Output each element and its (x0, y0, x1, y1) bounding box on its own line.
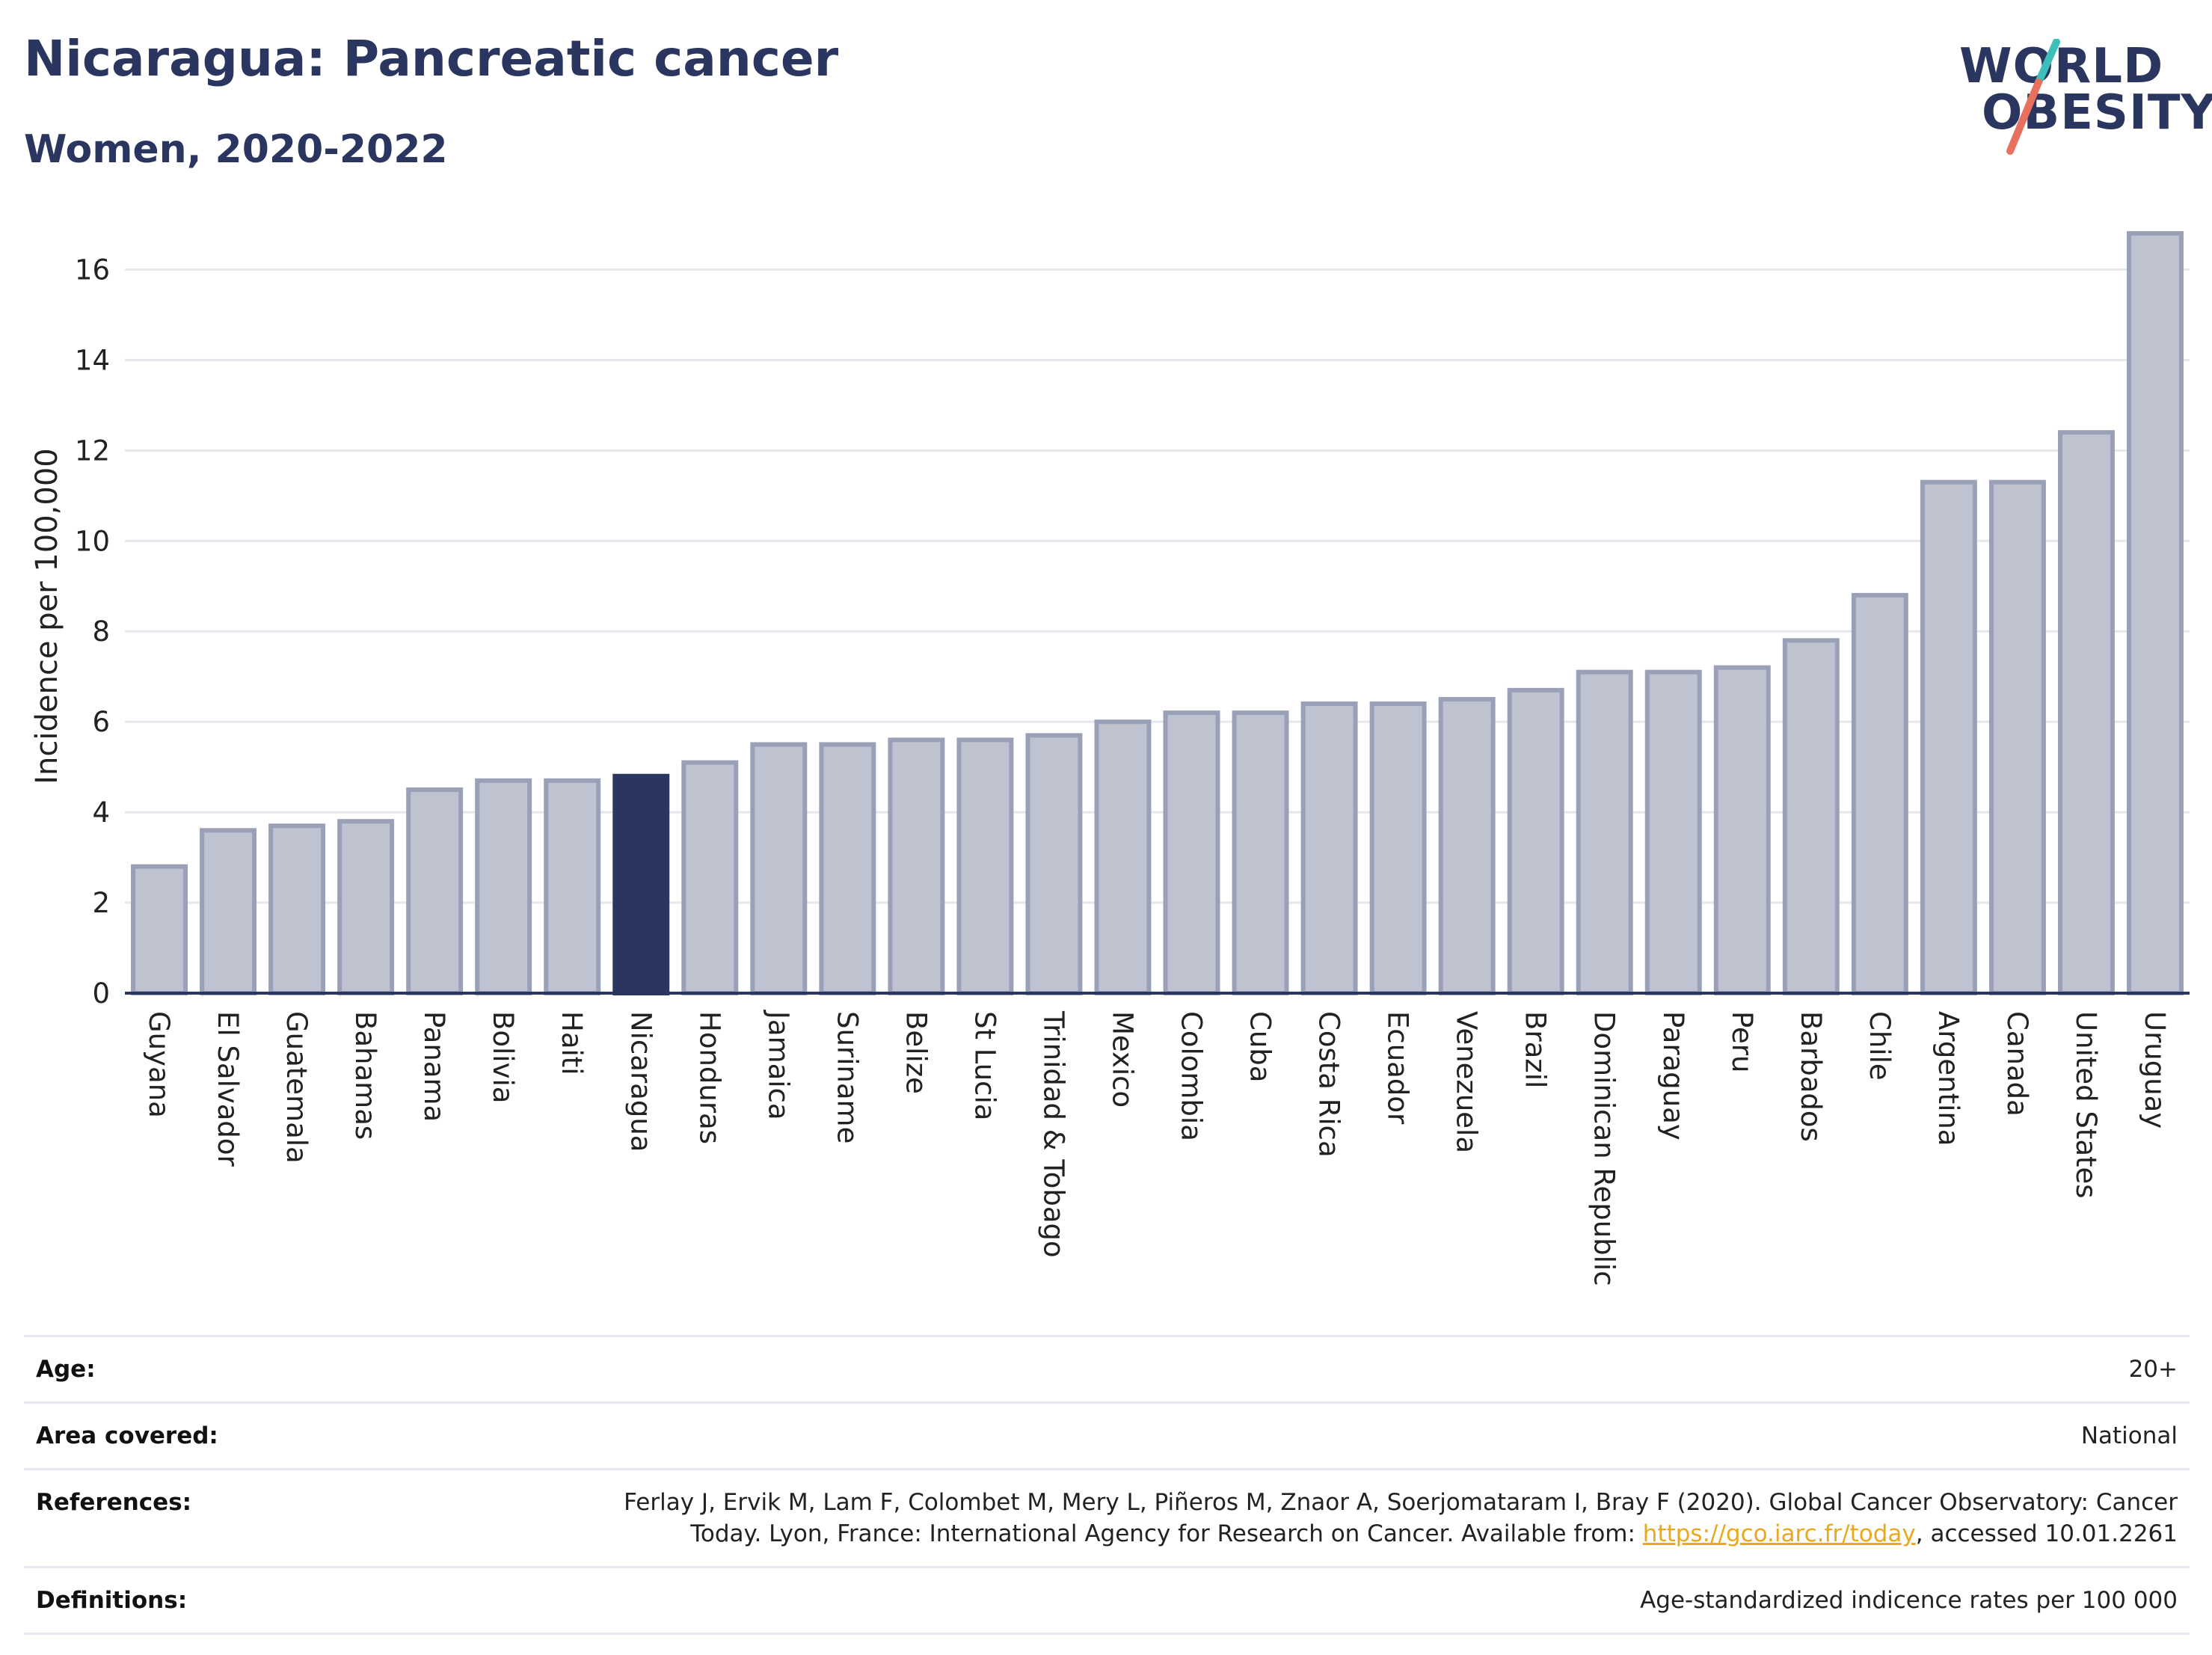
x-tick-label: Canada (2001, 1011, 2033, 1117)
y-tick-label: 8 (92, 615, 110, 648)
y-tick-label: 14 (75, 344, 110, 376)
x-tick-label: Venezuela (1451, 1011, 1483, 1153)
y-tick-label: 0 (92, 977, 110, 1010)
x-tick-label: Peru (1726, 1011, 1758, 1072)
bar (406, 787, 464, 995)
y-tick-label: 16 (75, 254, 110, 286)
bar (1920, 479, 1977, 995)
chart-title: Nicaragua: Pancreatic cancer (24, 30, 839, 87)
x-tick-label: Honduras (693, 1011, 725, 1144)
bar (1576, 669, 1633, 995)
bar (268, 823, 326, 995)
x-tick-label: Bahamas (349, 1011, 381, 1140)
meta-value-references: Ferlay J, Ervik M, Lam F, Colombet M, Me… (36, 1487, 2178, 1550)
x-tick-label: Guyana (143, 1011, 175, 1118)
x-tick-label: Guatemala (280, 1011, 313, 1164)
x-tick-label: Argentina (1932, 1011, 1964, 1146)
bar-chart: 0 2 4 6 8 10 12 14 16 Incidence per 100,000 Guyana… (30, 231, 2190, 1286)
meta-row-references: References: Ferlay J, Ervik M, Lam F, Co… (24, 1468, 2190, 1566)
meta-value-definitions: Age-standardized indicence rates per 100… (1640, 1587, 2178, 1614)
bar (131, 864, 188, 996)
meta-value-age: 20+ (2128, 1356, 2178, 1383)
x-tick-label: Costa Rica (1313, 1011, 1345, 1158)
world-obesity-logo: WORLD OBESITY (1952, 39, 2212, 159)
bar (1644, 669, 1702, 995)
x-tick-label: Dominican Republic (1588, 1011, 1620, 1286)
bar (1094, 719, 1152, 995)
meta-value-area: National (2080, 1422, 2178, 1449)
bar (1163, 710, 1220, 995)
meta-row-definitions: Definitions: Age-standardized indicence … (24, 1566, 2190, 1635)
bar (1988, 479, 2046, 995)
bar (1438, 696, 1496, 995)
x-tick-label: St Lucia (968, 1011, 1001, 1120)
bar (888, 737, 945, 995)
bar (337, 819, 395, 996)
x-tick-label: Cuba (1244, 1011, 1276, 1082)
x-tick-label: Chile (1864, 1011, 1896, 1081)
meta-row-area: Area covered: National (24, 1401, 2190, 1468)
reference-text: Ferlay J, Ervik M, Lam F, Colombet M, Me… (624, 1489, 2178, 1547)
x-tick-label: United States (2070, 1011, 2102, 1199)
meta-label-references: References: (36, 1489, 192, 1516)
bar (1782, 638, 1840, 995)
bar (1851, 592, 1908, 995)
bar (200, 828, 257, 996)
meta-label-area: Area covered: (36, 1422, 218, 1449)
bar (1713, 665, 1771, 995)
meta-label-age: Age: (36, 1356, 96, 1383)
x-tick-label: Trinidad & Tobago (1037, 1010, 1069, 1258)
y-tick-label: 10 (75, 525, 110, 557)
x-tick-label: El Salvador (212, 1011, 244, 1167)
meta-label-definitions: Definitions: (36, 1587, 188, 1614)
y-tick-label: 12 (75, 435, 110, 467)
bar (544, 778, 601, 995)
x-tick-label: Belize (900, 1011, 932, 1094)
bar (475, 778, 532, 995)
x-tick-label: Mexico (1106, 1011, 1138, 1108)
bar (819, 742, 876, 995)
x-tick-label: Bolivia (487, 1011, 519, 1103)
logo-word-1: WORLD (1959, 39, 2164, 94)
bar (2057, 430, 2115, 995)
bar (2127, 231, 2184, 995)
y-tick-label: 2 (92, 887, 110, 919)
chart-subtitle: Women, 2020-2022 (24, 127, 448, 172)
x-tick-label: Suriname (831, 1011, 863, 1143)
y-tick-label: 4 (92, 796, 110, 829)
metadata-table: Age: 20+ Area covered: National Referenc… (24, 1335, 2190, 1635)
bar (750, 742, 808, 995)
bar (1507, 687, 1564, 995)
reference-accessed: , accessed 10.01.2261 (1915, 1520, 2178, 1547)
bar (1369, 701, 1427, 995)
reference-link[interactable]: https://gco.iarc.fr/today (1642, 1520, 1916, 1547)
meta-row-age: Age: 20+ (24, 1335, 2190, 1401)
x-tick-label: Paraguay (1657, 1011, 1689, 1140)
x-tick-label: Nicaragua (624, 1011, 657, 1152)
y-tick-label: 6 (92, 706, 110, 738)
y-axis-label: Incidence per 100,000 (30, 448, 64, 784)
x-tick-label: Ecuador (1382, 1011, 1414, 1125)
x-tick-label: Haiti (556, 1011, 588, 1075)
logo-slash-icon (2006, 39, 2060, 155)
bar (1025, 733, 1083, 995)
x-tick-label: Panama (418, 1011, 450, 1122)
bar (1300, 701, 1358, 995)
x-tick-label: Barbados (1795, 1011, 1827, 1142)
bar (1232, 710, 1289, 995)
x-tick-label: Brazil (1520, 1011, 1552, 1088)
x-tick-label: Jamaica (762, 1010, 794, 1120)
x-tick-label: Uruguay (2139, 1011, 2171, 1129)
bar (681, 760, 739, 995)
bar (956, 737, 1014, 995)
x-tick-label: Colombia (1176, 1011, 1208, 1141)
bar (612, 773, 670, 996)
